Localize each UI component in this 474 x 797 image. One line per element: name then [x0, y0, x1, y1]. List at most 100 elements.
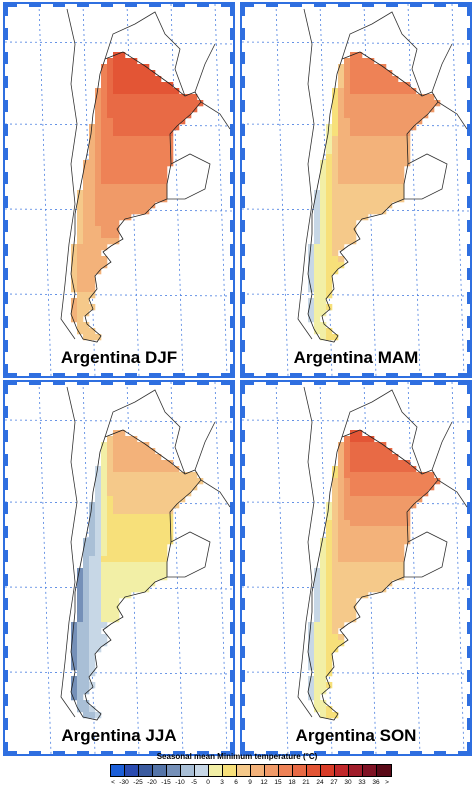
frame-tick: [5, 100, 8, 112]
temperature-cell: [356, 508, 363, 515]
temperature-cell: [179, 112, 186, 119]
temperature-cell: [137, 472, 144, 479]
temperature-cell: [344, 136, 351, 143]
temperature-cell: [380, 142, 387, 149]
frame-tick: [230, 646, 233, 658]
temperature-cell: [83, 202, 90, 209]
frame-tick: [5, 382, 17, 385]
temperature-cell: [386, 484, 393, 491]
temperature-cell: [107, 514, 114, 521]
temperature-cell: [368, 568, 375, 575]
temperature-cell: [113, 220, 120, 227]
temperature-cell: [125, 496, 132, 503]
temperature-cell: [386, 568, 393, 575]
temperature-cell: [362, 526, 369, 533]
temperature-cell: [392, 520, 399, 527]
temperature-cell: [131, 88, 138, 95]
temperature-cell: [338, 634, 345, 641]
temperature-cell: [113, 154, 120, 161]
uruguay-border: [404, 531, 448, 578]
temperature-cell: [173, 94, 180, 101]
temperature-cell: [344, 616, 351, 623]
colorbar-tick-label: >: [385, 779, 389, 786]
temperature-cell: [332, 610, 339, 617]
temperature-cell: [314, 568, 321, 575]
temperature-cell: [113, 610, 120, 617]
temperature-cell: [398, 136, 405, 143]
temperature-cell: [137, 64, 144, 71]
temperature-cell: [356, 478, 363, 485]
temperature-cell: [101, 538, 108, 545]
temperature-cell: [392, 106, 399, 113]
temperature-cell: [131, 70, 138, 77]
temperature-cell: [161, 538, 168, 545]
temperature-cell: [374, 490, 381, 497]
temperature-cell: [368, 166, 375, 173]
frame-tick: [221, 373, 233, 376]
temperature-cell: [404, 490, 411, 497]
temperature-cell: [398, 106, 405, 113]
temperature-cell: [368, 88, 375, 95]
temperature-cell: [149, 70, 156, 77]
temperature-cell: [356, 442, 363, 449]
temperature-cell: [167, 466, 174, 473]
temperature-cell: [101, 568, 108, 575]
frame-tick: [314, 4, 326, 7]
temperature-cell: [137, 118, 144, 125]
temperature-cell: [89, 280, 96, 287]
temperature-cell: [161, 160, 168, 167]
temperature-cell: [326, 220, 333, 227]
frame-tick: [338, 382, 350, 385]
temperature-cell: [131, 490, 138, 497]
temperature-cell: [320, 286, 327, 293]
temperature-cell: [356, 520, 363, 527]
temperature-cell: [167, 118, 174, 125]
temperature-cell: [131, 484, 138, 491]
temperature-cell: [95, 130, 102, 137]
temperature-cell: [167, 502, 174, 509]
temperature-cell: [131, 448, 138, 455]
colorbar-swatch: [153, 765, 167, 776]
temperature-cell: [326, 610, 333, 617]
temperature-cell: [113, 568, 120, 575]
temperature-cell: [314, 610, 321, 617]
temperature-cell: [398, 130, 405, 137]
frame-tick: [5, 406, 8, 418]
temperature-cell: [161, 190, 168, 197]
frame-tick: [230, 550, 233, 562]
temperature-cell: [332, 604, 339, 611]
temperature-cell: [392, 142, 399, 149]
temperature-cell: [374, 112, 381, 119]
argentina-map-son: [242, 382, 470, 754]
temperature-cell: [161, 88, 168, 95]
temperature-cell: [107, 508, 114, 515]
temperature-cell: [71, 310, 78, 317]
frame-tick: [125, 751, 137, 754]
temperature-cell: [71, 682, 78, 689]
frame-tick: [5, 148, 8, 160]
frame-tick: [458, 373, 470, 376]
temperature-cell: [119, 508, 126, 515]
temperature-cell: [167, 478, 174, 485]
temperature-cell: [167, 538, 174, 545]
temperature-cell: [167, 82, 174, 89]
temperature-cell: [119, 76, 126, 83]
temperature-cell: [386, 460, 393, 467]
temperature-cell: [350, 136, 357, 143]
temperature-cell: [338, 82, 345, 89]
temperature-cell: [380, 466, 387, 473]
temperature-cell: [173, 88, 180, 95]
temperature-cell: [350, 520, 357, 527]
temperature-cell: [89, 160, 96, 167]
parallel-line: [5, 501, 233, 505]
temperature-cell: [386, 520, 393, 527]
temperature-cell: [362, 532, 369, 539]
temperature-cell: [155, 76, 162, 83]
temperature-cell: [338, 220, 345, 227]
temperature-cell: [107, 226, 114, 233]
temperature-cell: [326, 634, 333, 641]
frame-tick: [230, 244, 233, 256]
frame-tick: [467, 196, 470, 208]
temperature-cell: [137, 490, 144, 497]
frame-tick: [362, 751, 374, 754]
